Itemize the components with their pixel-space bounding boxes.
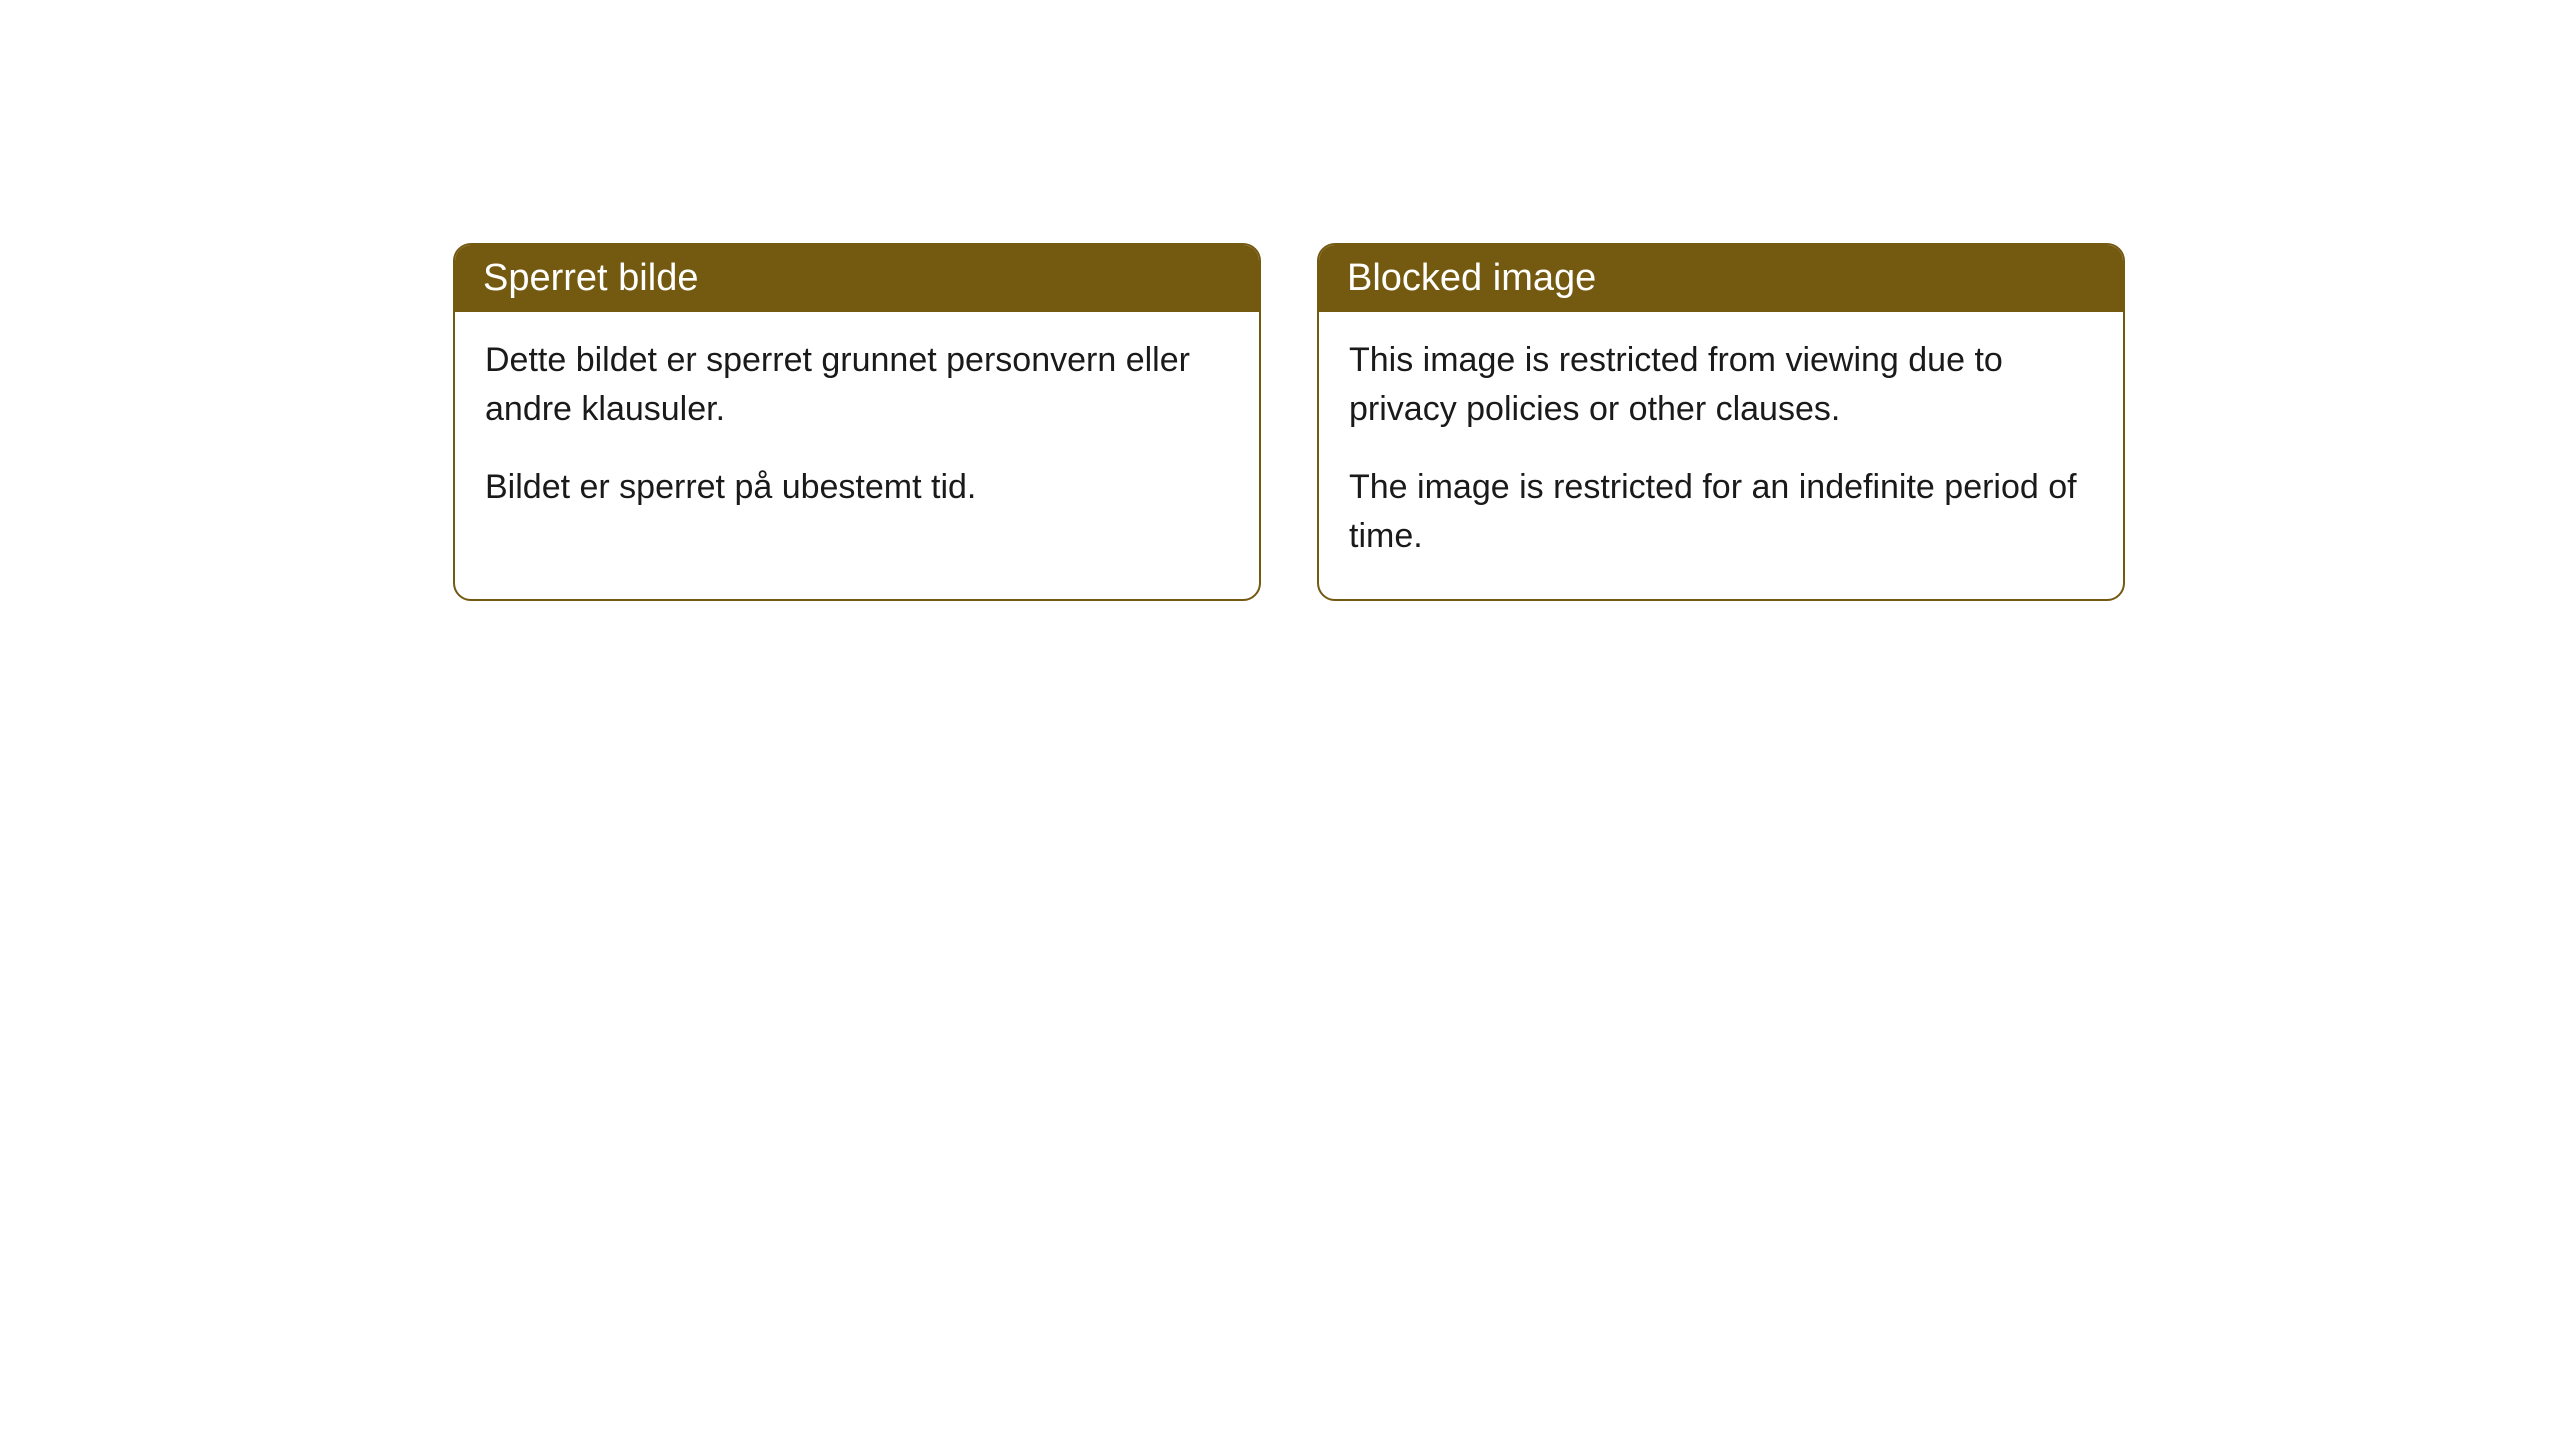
card-english: Blocked image This image is restricted f… bbox=[1317, 243, 2125, 601]
card-header-english: Blocked image bbox=[1319, 245, 2123, 312]
card-body-norwegian: Dette bildet er sperret grunnet personve… bbox=[455, 312, 1259, 550]
card-body-english: This image is restricted from viewing du… bbox=[1319, 312, 2123, 599]
card-paragraph-2: Bildet er sperret på ubestemt tid. bbox=[485, 463, 1229, 512]
card-paragraph-2: The image is restricted for an indefinit… bbox=[1349, 463, 2093, 562]
card-header-norwegian: Sperret bilde bbox=[455, 245, 1259, 312]
card-norwegian: Sperret bilde Dette bildet er sperret gr… bbox=[453, 243, 1261, 601]
card-paragraph-1: Dette bildet er sperret grunnet personve… bbox=[485, 336, 1229, 435]
card-paragraph-1: This image is restricted from viewing du… bbox=[1349, 336, 2093, 435]
cards-container: Sperret bilde Dette bildet er sperret gr… bbox=[453, 243, 2560, 601]
